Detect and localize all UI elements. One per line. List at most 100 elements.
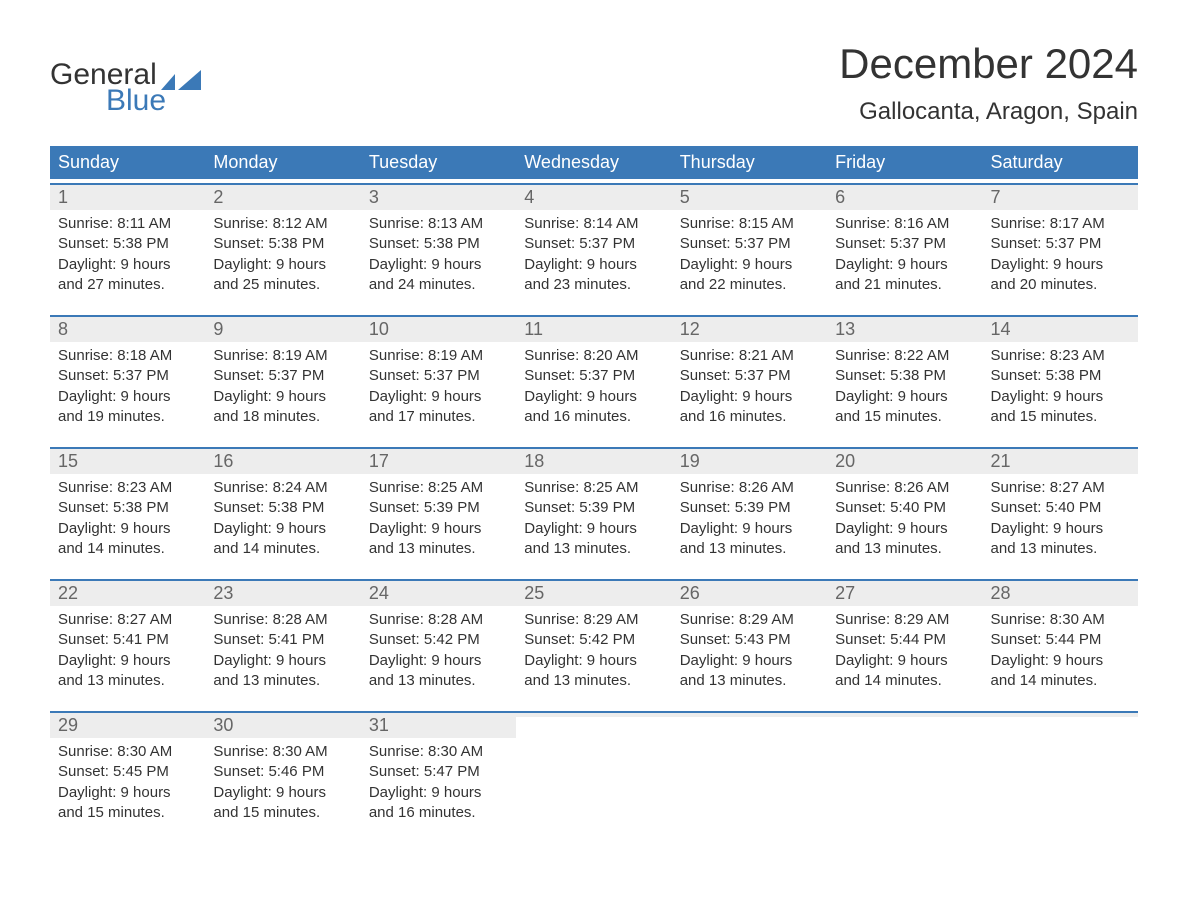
day-number-row: 16 — [205, 449, 360, 474]
sunset-text: Sunset: 5:42 PM — [369, 630, 508, 650]
daylight-line1: Daylight: 9 hours — [835, 255, 974, 275]
daylight-line1: Daylight: 9 hours — [369, 783, 508, 803]
day-body: Sunrise: 8:30 AMSunset: 5:46 PMDaylight:… — [205, 738, 360, 827]
day-number: 22 — [58, 583, 78, 603]
daylight-line1: Daylight: 9 hours — [524, 387, 663, 407]
day-number-row: 2 — [205, 185, 360, 210]
sunset-text: Sunset: 5:39 PM — [369, 498, 508, 518]
sunset-text: Sunset: 5:37 PM — [835, 234, 974, 254]
sunset-text: Sunset: 5:46 PM — [213, 762, 352, 782]
calendar-day — [672, 713, 827, 839]
header: General Blue December 2024 Gallocanta, A… — [50, 40, 1138, 126]
sunset-text: Sunset: 5:42 PM — [524, 630, 663, 650]
daylight-line1: Daylight: 9 hours — [58, 783, 197, 803]
day-body: Sunrise: 8:29 AMSunset: 5:43 PMDaylight:… — [672, 606, 827, 695]
calendar-day: 24Sunrise: 8:28 AMSunset: 5:42 PMDayligh… — [361, 581, 516, 707]
day-number: 30 — [213, 715, 233, 735]
daylight-line1: Daylight: 9 hours — [369, 387, 508, 407]
daylight-line2: and 14 minutes. — [58, 539, 197, 559]
sunset-text: Sunset: 5:38 PM — [991, 366, 1130, 386]
daylight-line1: Daylight: 9 hours — [680, 387, 819, 407]
day-body: Sunrise: 8:19 AMSunset: 5:37 PMDaylight:… — [205, 342, 360, 431]
calendar-day — [516, 713, 671, 839]
daylight-line1: Daylight: 9 hours — [991, 651, 1130, 671]
day-number: 5 — [680, 187, 690, 207]
daylight-line2: and 15 minutes. — [991, 407, 1130, 427]
day-body: Sunrise: 8:15 AMSunset: 5:37 PMDaylight:… — [672, 210, 827, 299]
daylight-line1: Daylight: 9 hours — [835, 387, 974, 407]
day-number: 19 — [680, 451, 700, 471]
daylight-line2: and 13 minutes. — [991, 539, 1130, 559]
day-body: Sunrise: 8:27 AMSunset: 5:40 PMDaylight:… — [983, 474, 1138, 563]
daylight-line2: and 24 minutes. — [369, 275, 508, 295]
day-number-row: 28 — [983, 581, 1138, 606]
dow-wednesday: Wednesday — [516, 146, 671, 179]
day-body: Sunrise: 8:25 AMSunset: 5:39 PMDaylight:… — [516, 474, 671, 563]
day-number: 7 — [991, 187, 1001, 207]
day-number: 1 — [58, 187, 68, 207]
sunrise-text: Sunrise: 8:30 AM — [369, 742, 508, 762]
sunset-text: Sunset: 5:37 PM — [524, 234, 663, 254]
daylight-line2: and 15 minutes. — [58, 803, 197, 823]
daylight-line2: and 13 minutes. — [680, 671, 819, 691]
day-body: Sunrise: 8:18 AMSunset: 5:37 PMDaylight:… — [50, 342, 205, 431]
sunrise-text: Sunrise: 8:14 AM — [524, 214, 663, 234]
calendar-day: 22 Sunrise: 8:27 AMSunset: 5:41 PMDayligh… — [50, 581, 205, 707]
day-number: 9 — [213, 319, 223, 339]
day-body: Sunrise: 8:11 AMSunset: 5:38 PMDaylight:… — [50, 210, 205, 299]
calendar-day: 28Sunrise: 8:30 AMSunset: 5:44 PMDayligh… — [983, 581, 1138, 707]
daylight-line2: and 25 minutes. — [213, 275, 352, 295]
daylight-line2: and 14 minutes. — [991, 671, 1130, 691]
sunset-text: Sunset: 5:37 PM — [991, 234, 1130, 254]
day-number: 6 — [835, 187, 845, 207]
dow-saturday: Saturday — [983, 146, 1138, 179]
daylight-line2: and 18 minutes. — [213, 407, 352, 427]
daylight-line1: Daylight: 9 hours — [213, 255, 352, 275]
day-number-row: 17 — [361, 449, 516, 474]
sunset-text: Sunset: 5:37 PM — [213, 366, 352, 386]
sunrise-text: Sunrise: 8:30 AM — [991, 610, 1130, 630]
daylight-line2: and 16 minutes. — [369, 803, 508, 823]
daylight-line1: Daylight: 9 hours — [524, 651, 663, 671]
day-number-row: 29 — [50, 713, 205, 738]
calendar-week: 29Sunrise: 8:30 AMSunset: 5:45 PMDayligh… — [50, 711, 1138, 839]
sunrise-text: Sunrise: 8:23 AM — [58, 478, 197, 498]
sunrise-text: Sunrise: 8:17 AM — [991, 214, 1130, 234]
day-number-row: 10 — [361, 317, 516, 342]
day-number: 31 — [369, 715, 389, 735]
daylight-line2: and 13 minutes. — [524, 539, 663, 559]
sunset-text: Sunset: 5:37 PM — [524, 366, 663, 386]
day-number: 29 — [58, 715, 78, 735]
sunset-text: Sunset: 5:40 PM — [835, 498, 974, 518]
day-body: Sunrise: 8:27 AMSunset: 5:41 PMDaylight:… — [50, 606, 205, 695]
day-number: 21 — [991, 451, 1011, 471]
calendar-day: 6Sunrise: 8:16 AMSunset: 5:37 PMDaylight… — [827, 185, 982, 311]
calendar-week: 15Sunrise: 8:23 AMSunset: 5:38 PMDayligh… — [50, 447, 1138, 575]
calendar-day: 23Sunrise: 8:28 AMSunset: 5:41 PMDayligh… — [205, 581, 360, 707]
calendar-day: 14Sunrise: 8:23 AMSunset: 5:38 PMDayligh… — [983, 317, 1138, 443]
sunset-text: Sunset: 5:39 PM — [680, 498, 819, 518]
calendar-day: 7Sunrise: 8:17 AMSunset: 5:37 PMDaylight… — [983, 185, 1138, 311]
daylight-line2: and 14 minutes. — [835, 671, 974, 691]
day-number: 28 — [991, 583, 1011, 603]
calendar-day — [983, 713, 1138, 839]
sunrise-text: Sunrise: 8:26 AM — [680, 478, 819, 498]
calendar-day: 18Sunrise: 8:25 AMSunset: 5:39 PMDayligh… — [516, 449, 671, 575]
sunset-text: Sunset: 5:47 PM — [369, 762, 508, 782]
day-body: Sunrise: 8:23 AMSunset: 5:38 PMDaylight:… — [50, 474, 205, 563]
title-block: December 2024 Gallocanta, Aragon, Spain — [839, 40, 1138, 126]
day-number: 17 — [369, 451, 389, 471]
daylight-line1: Daylight: 9 hours — [991, 519, 1130, 539]
sunset-text: Sunset: 5:38 PM — [58, 498, 197, 518]
sunset-text: Sunset: 5:41 PM — [213, 630, 352, 650]
day-body: Sunrise: 8:25 AMSunset: 5:39 PMDaylight:… — [361, 474, 516, 563]
daylight-line1: Daylight: 9 hours — [524, 519, 663, 539]
daylight-line1: Daylight: 9 hours — [680, 519, 819, 539]
sunrise-text: Sunrise: 8:23 AM — [991, 346, 1130, 366]
day-number-row: 19 — [672, 449, 827, 474]
calendar-day: 13Sunrise: 8:22 AMSunset: 5:38 PMDayligh… — [827, 317, 982, 443]
calendar-day: 8Sunrise: 8:18 AMSunset: 5:37 PMDaylight… — [50, 317, 205, 443]
logo-sail-icon — [161, 70, 201, 90]
sunrise-text: Sunrise: 8:27 AM — [991, 478, 1130, 498]
sunset-text: Sunset: 5:44 PM — [835, 630, 974, 650]
